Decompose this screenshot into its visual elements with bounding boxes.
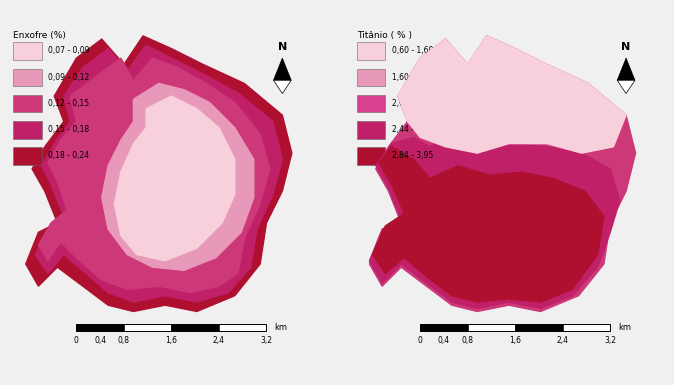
Text: 2,08 - 2,44: 2,08 - 2,44 xyxy=(392,99,433,108)
Bar xyxy=(420,323,610,330)
Text: 0,8: 0,8 xyxy=(118,336,130,345)
Text: 0,18 - 0,24: 0,18 - 0,24 xyxy=(48,151,89,161)
Polygon shape xyxy=(373,147,604,302)
Text: 0,12 - 0,15: 0,12 - 0,15 xyxy=(48,99,89,108)
Text: km: km xyxy=(618,323,631,331)
Text: Enxofre (%): Enxofre (%) xyxy=(13,31,66,40)
Polygon shape xyxy=(102,84,254,270)
Bar xyxy=(420,323,468,330)
Text: 0,4: 0,4 xyxy=(94,336,106,345)
Text: 0,8: 0,8 xyxy=(462,336,474,345)
Bar xyxy=(13,147,42,165)
Text: 3,2: 3,2 xyxy=(604,336,616,345)
Text: 2,84 - 3,95: 2,84 - 3,95 xyxy=(392,151,433,161)
Bar xyxy=(219,323,266,330)
Polygon shape xyxy=(115,96,235,261)
Bar xyxy=(13,121,42,139)
Text: Titânio ( % ): Titânio ( % ) xyxy=(357,31,412,40)
Text: N: N xyxy=(278,42,287,52)
Text: 0,09 - 0,12: 0,09 - 0,12 xyxy=(48,73,89,82)
Polygon shape xyxy=(369,36,636,311)
Polygon shape xyxy=(398,36,626,153)
Polygon shape xyxy=(274,80,291,94)
Bar xyxy=(357,95,386,112)
Bar xyxy=(357,69,386,86)
Polygon shape xyxy=(38,58,270,293)
Text: 0,60 - 1,60: 0,60 - 1,60 xyxy=(392,46,433,55)
Polygon shape xyxy=(617,58,635,80)
Bar xyxy=(468,323,515,330)
Text: 1,60 - 2,08: 1,60 - 2,08 xyxy=(392,73,433,82)
Bar xyxy=(357,147,386,165)
Bar xyxy=(563,323,610,330)
Text: 2,4: 2,4 xyxy=(213,336,225,345)
Bar xyxy=(13,42,42,60)
Text: 2,4: 2,4 xyxy=(557,336,569,345)
Text: N: N xyxy=(621,42,631,52)
Text: 0: 0 xyxy=(418,336,423,345)
Text: 1,6: 1,6 xyxy=(165,336,177,345)
Bar xyxy=(76,323,266,330)
Bar xyxy=(124,323,171,330)
Text: 0,15 - 0,18: 0,15 - 0,18 xyxy=(48,125,89,134)
Text: km: km xyxy=(274,323,287,331)
Bar xyxy=(515,323,563,330)
Bar xyxy=(13,95,42,112)
Bar xyxy=(357,121,386,139)
Text: 0,4: 0,4 xyxy=(438,336,450,345)
Polygon shape xyxy=(26,36,292,311)
Bar xyxy=(76,323,124,330)
Polygon shape xyxy=(274,58,291,80)
Text: 0,07 - 0,09: 0,07 - 0,09 xyxy=(48,46,90,55)
Bar xyxy=(171,323,219,330)
Polygon shape xyxy=(617,80,635,94)
Text: 0: 0 xyxy=(74,336,79,345)
Text: 2,44 - 2,84: 2,44 - 2,84 xyxy=(392,125,433,134)
Bar xyxy=(13,69,42,86)
Polygon shape xyxy=(35,45,282,302)
Polygon shape xyxy=(369,137,620,308)
Text: 1,6: 1,6 xyxy=(509,336,521,345)
Text: 3,2: 3,2 xyxy=(260,336,272,345)
Bar xyxy=(357,42,386,60)
